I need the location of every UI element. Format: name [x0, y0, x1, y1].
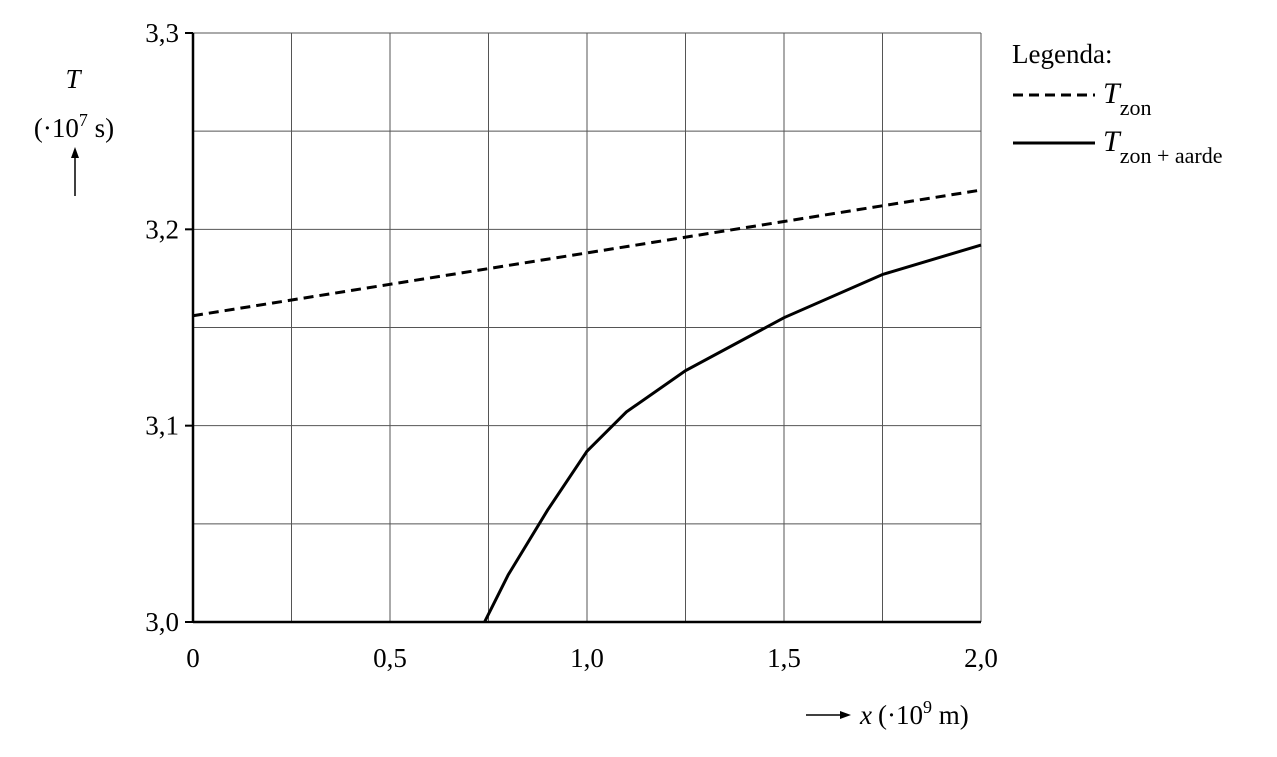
legend-title: Legenda: [1012, 39, 1112, 69]
series-line [192, 188, 982, 318]
y-symbol: T [65, 64, 82, 94]
x-axis-title: x (·109 m) [806, 697, 969, 730]
y-unit-rest: s) [88, 113, 114, 143]
x-unit-base: (·10 [878, 700, 923, 730]
x-unit-exp: 9 [923, 697, 932, 717]
x-tick-label: 0,5 [373, 643, 407, 673]
y-tick-label: 3,0 [145, 607, 179, 637]
legend-symbol: T [1103, 125, 1122, 158]
x-tick-label: 1,0 [570, 643, 604, 673]
y-tick-label: 3,2 [145, 214, 179, 244]
x-unit-rest: m) [932, 700, 969, 730]
x-tick-label: 1,5 [767, 643, 801, 673]
y-arrow-head [71, 147, 79, 158]
x-arrow-head [840, 711, 851, 719]
y-unit: (·107 s) [34, 110, 114, 143]
legend-label: Tzon + aarde [1103, 125, 1222, 168]
y-axis-title: T (·107 s) [34, 64, 114, 196]
x-label: x (·109 m) [859, 697, 969, 730]
x-tick-label: 0 [186, 643, 200, 673]
legend-symbol: T [1103, 77, 1122, 110]
legend-subscript: zon [1120, 95, 1152, 120]
y-tick-label: 3,3 [145, 18, 179, 48]
y-tick-label: 3,1 [145, 411, 179, 441]
legend-label: Tzon [1103, 77, 1151, 120]
x-tick-label: 2,0 [964, 643, 998, 673]
legend-subscript: zon + aarde [1120, 143, 1223, 168]
y-unit-exp: 7 [79, 110, 88, 130]
x-symbol: x [859, 700, 872, 730]
series-line [483, 243, 982, 623]
y-unit-base: (·10 [34, 113, 79, 143]
